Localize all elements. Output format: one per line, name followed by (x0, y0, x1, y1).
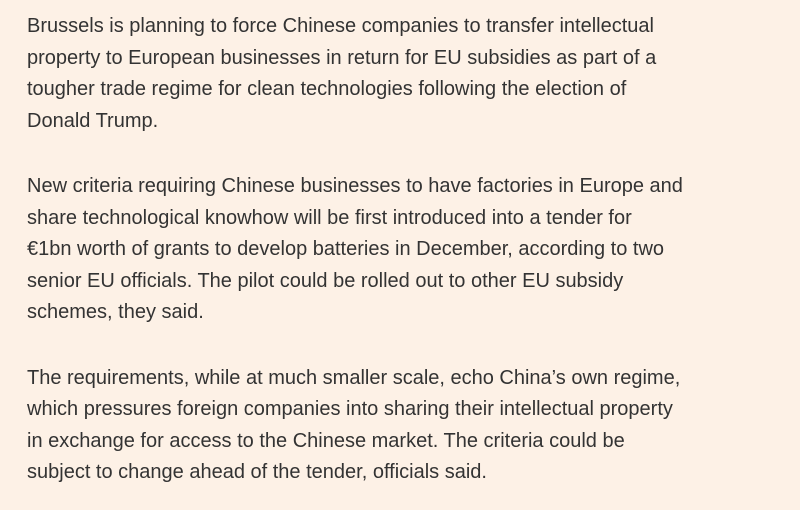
paragraph-line: senior EU officials. The pilot could be … (27, 269, 624, 292)
paragraph-line: Donald Trump. (27, 109, 159, 132)
paragraph-line: The requirements, while at much smaller … (27, 366, 681, 389)
article-paragraph: New criteria requiring Chinese businesse… (27, 171, 800, 329)
paragraph-line: Brussels is planning to force Chinese co… (27, 15, 654, 37)
paragraph-line: property to European businesses in retur… (27, 46, 657, 69)
paragraph-line: share technological knowhow will be firs… (27, 206, 632, 229)
article-paragraph: Brussels is planning to force Chinese co… (27, 11, 800, 137)
paragraph-line: tougher trade regime for clean technolog… (27, 78, 627, 100)
paragraph-line: New criteria requiring Chinese businesse… (27, 175, 683, 197)
paragraph-line: subject to change ahead of the tender, o… (27, 461, 487, 483)
paragraph-line: which pressures foreign companies into s… (27, 398, 673, 420)
paragraph-line: €1bn worth of grants to develop batterie… (27, 238, 665, 260)
article-body: Brussels is planning to force Chinese co… (27, 11, 800, 489)
paragraph-line: schemes, they said. (27, 301, 204, 323)
article-paragraph: The requirements, while at much smaller … (27, 363, 800, 489)
paragraph-line: in exchange for access to the Chinese ma… (27, 429, 625, 452)
